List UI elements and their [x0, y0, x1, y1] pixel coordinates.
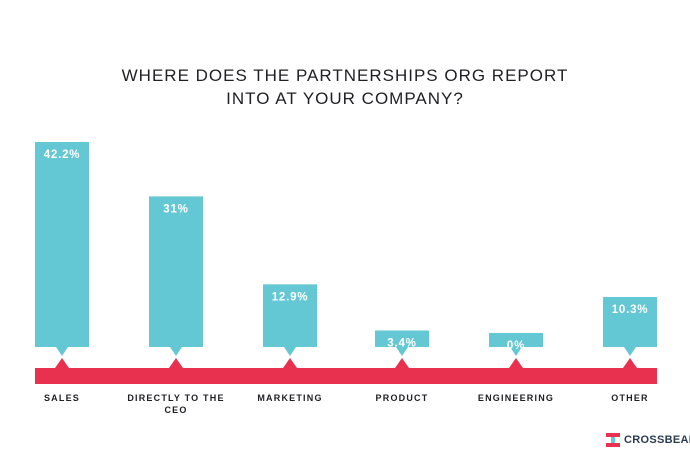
- axis-marker: [283, 358, 297, 368]
- category-label: ENGINEERING: [478, 393, 554, 403]
- category-label: DIRECTLY TO THE: [127, 393, 224, 403]
- bar-pointer: [396, 347, 408, 356]
- axis-marker: [169, 358, 183, 368]
- chart-title-line-1: WHERE DOES THE PARTNERSHIPS ORG REPORT: [121, 66, 569, 85]
- axis-marker: [395, 358, 409, 368]
- category-label: PRODUCT: [376, 393, 429, 403]
- axis-marker: [623, 358, 637, 368]
- category-label: MARKETING: [257, 393, 322, 403]
- data-label: 0%: [507, 340, 525, 352]
- data-label: 10.3%: [612, 304, 649, 316]
- chart-title-line-2: INTO AT YOUR COMPANY?: [226, 89, 464, 108]
- bar-other: [603, 296, 657, 347]
- category-axis-band: [35, 368, 657, 384]
- brand-logo: CROSSBEAM: [606, 432, 690, 448]
- data-label: 31%: [163, 203, 188, 215]
- bar-pointer: [284, 347, 296, 356]
- data-label: 12.9%: [272, 291, 309, 303]
- crossbeam-logo-icon: [606, 433, 620, 447]
- data-label: 3.4%: [387, 337, 416, 349]
- category-label: SALES: [44, 393, 80, 403]
- category-label: CEO: [164, 405, 187, 415]
- bar-marketing: [263, 284, 317, 347]
- bar-pointer: [170, 347, 182, 356]
- brand-name: CROSSBEAM: [624, 434, 690, 446]
- bar-pointer: [510, 347, 522, 356]
- axis-marker: [55, 358, 69, 368]
- bar-pointer: [56, 347, 68, 356]
- bar-engineering: [489, 333, 543, 347]
- bar-product: [375, 330, 429, 347]
- bar-pointer: [624, 347, 636, 356]
- category-label: OTHER: [611, 393, 649, 403]
- bar-directly-to-the-ceo: [149, 196, 203, 347]
- axis-marker: [509, 358, 523, 368]
- bar-sales: [35, 142, 89, 347]
- data-label: 42.2%: [44, 149, 81, 161]
